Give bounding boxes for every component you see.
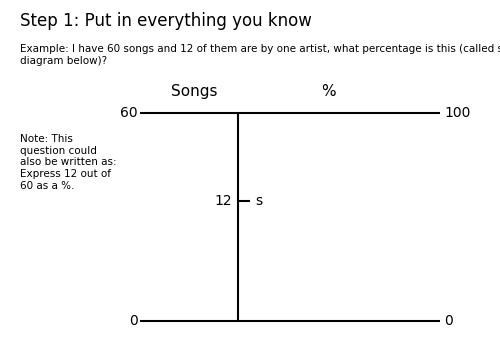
Text: 0: 0 — [129, 314, 138, 328]
Text: Note: This
question could
also be written as:
Express 12 out of
60 as a %.: Note: This question could also be writte… — [20, 134, 116, 191]
Text: 100: 100 — [444, 106, 470, 120]
Text: %: % — [322, 84, 336, 99]
Text: s: s — [255, 194, 262, 208]
Text: Songs: Songs — [170, 84, 217, 99]
Text: Example: I have 60 songs and 12 of them are by one artist, what percentage is th: Example: I have 60 songs and 12 of them … — [20, 44, 500, 66]
Text: 12: 12 — [215, 194, 232, 208]
Text: 0: 0 — [444, 314, 453, 328]
Text: 60: 60 — [120, 106, 138, 120]
Text: Step 1: Put in everything you know: Step 1: Put in everything you know — [20, 12, 312, 30]
